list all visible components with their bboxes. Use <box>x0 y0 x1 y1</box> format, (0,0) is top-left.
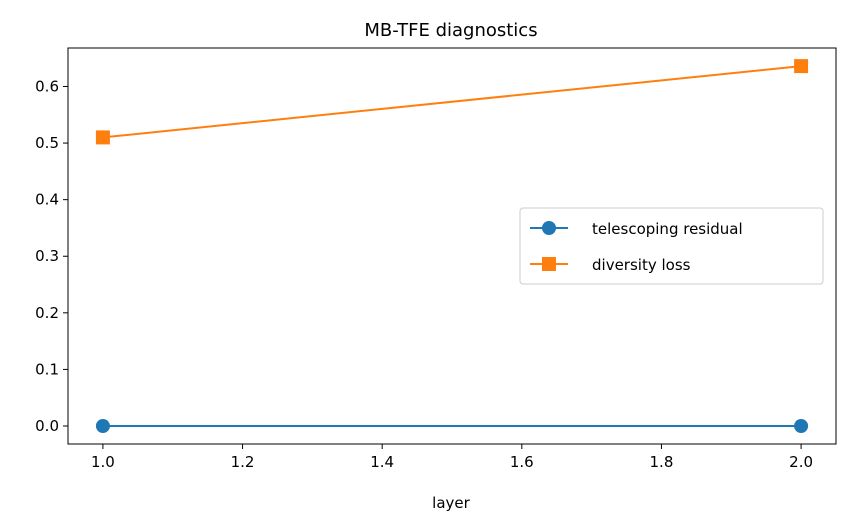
telescoping-residual-point <box>794 419 809 434</box>
telescoping-residual-point <box>95 419 110 434</box>
diversity-loss-line <box>102 65 802 139</box>
y-tick-label: 0.0 <box>35 417 59 435</box>
x-tick-label: 1.8 <box>650 453 674 471</box>
chart-title: MB-TFE diagnostics <box>364 20 537 41</box>
x-tick-label: 1.2 <box>231 453 255 471</box>
y-tick-label: 0.3 <box>35 247 59 265</box>
diversity-loss-legend-label: diversity loss <box>592 256 691 274</box>
diversity-loss-legend-marker <box>542 257 556 271</box>
diversity-loss-point <box>794 59 809 74</box>
telescoping-residual-legend-marker <box>542 221 556 235</box>
plot-area <box>67 47 837 445</box>
x-tick-label: 2.0 <box>789 453 813 471</box>
legend-box <box>519 207 824 285</box>
y-tick-label: 0.6 <box>35 77 59 95</box>
x-tick-label: 1.0 <box>91 453 115 471</box>
y-tick-label: 0.4 <box>35 191 59 209</box>
x-tick-label: 1.6 <box>510 453 534 471</box>
series-layer <box>95 59 809 434</box>
y-tick-label: 0.1 <box>35 360 59 378</box>
x-axis-label: layer <box>432 494 470 512</box>
legend: telescoping residual diversity loss <box>519 207 824 285</box>
x-axis-ticks: 1.0 1.2 1.4 1.6 1.8 2.0 <box>91 444 813 471</box>
y-axis-ticks: 0.0 0.1 0.2 0.3 0.4 0.5 0.6 <box>35 77 68 435</box>
y-tick-label: 0.2 <box>35 304 59 322</box>
y-tick-label: 0.5 <box>35 134 59 152</box>
x-tick-label: 1.4 <box>370 453 394 471</box>
diversity-loss-point <box>95 130 110 145</box>
axes-frame <box>67 47 837 445</box>
telescoping-residual-legend-label: telescoping residual <box>592 220 743 238</box>
